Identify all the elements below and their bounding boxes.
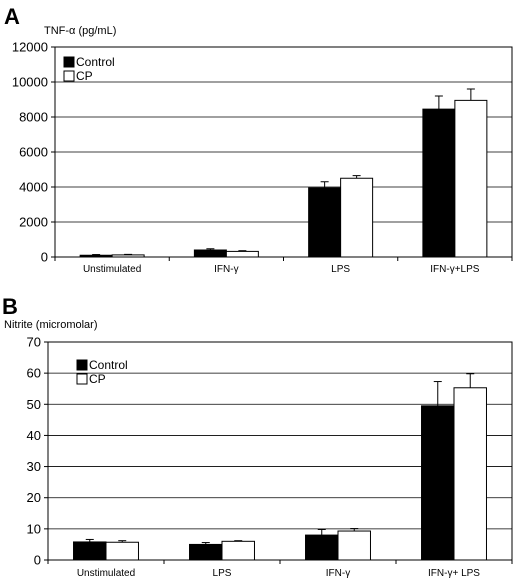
panel-a-chart: 0 2000 4000 6000 8000 10000 12000 Unstimulated I…: [12, 40, 513, 275]
panel-a-y-tick-label: 2000: [19, 215, 48, 230]
panel-a-legend-label: Control: [76, 55, 115, 69]
panel-b-y-tick-label: 10: [27, 521, 41, 536]
panel-b-bar-cp: [105, 541, 139, 561]
panel-a-y-tick-label: 12000: [12, 40, 48, 55]
panel-a-legend-label: CP: [76, 69, 93, 83]
panel-b-category-label: Unstimulated: [77, 568, 135, 579]
panel-b-y-tick-label: 0: [34, 553, 41, 568]
panel-a-y-tick-label: 4000: [19, 180, 48, 195]
panel-a-bar-control: [193, 249, 227, 258]
panel-b-bar-control: [421, 405, 455, 561]
panel-a-bar-control: [308, 187, 342, 258]
panel-b-chart: 0 10 20 30 40 50 60 70 Unstimulated LPS IFN-γ IFN-γ…: [27, 335, 513, 579]
panel-a-letter: A: [4, 4, 20, 29]
panel-b-y-tick-label: 40: [27, 428, 41, 443]
panel-b-bar-cp: [453, 387, 487, 561]
panel-b-y-tick-label: 30: [27, 459, 41, 474]
panel-a-legend-swatch-control: [63, 56, 75, 68]
panel-a-category-label: IFN-γ: [214, 264, 238, 275]
panel-b-bar-control: [305, 534, 339, 561]
panel-b-bar-control: [73, 541, 107, 561]
panel-a-legend-swatch-cp: [63, 70, 75, 82]
panel-b-y-tick-label: 20: [27, 490, 41, 505]
panel-a-y-tick-label: 10000: [12, 75, 48, 90]
panel-a-y-tick-label: 6000: [19, 145, 48, 160]
panel-a-bar-cp: [225, 250, 259, 258]
panel-b-legend-swatch-control: [76, 359, 88, 371]
panel-b-legend-label: CP: [89, 372, 106, 386]
panel-b-bar-cp: [221, 540, 255, 561]
panel-a-bar-cp: [111, 254, 145, 258]
panel-b-category-label: IFN-γ+ LPS: [428, 568, 480, 579]
panel-b-y-tick-label: 60: [27, 366, 41, 381]
panel-b-category-label: LPS: [213, 568, 232, 579]
panel-b-bar-control: [189, 543, 223, 561]
panel-a-bar-cp: [340, 177, 374, 258]
panel-b-category-label: IFN-γ: [326, 568, 350, 579]
panel-a-category-label: Unstimulated: [83, 264, 141, 275]
panel-b-bar-cp: [337, 530, 371, 561]
panel-b-y-axis-label: Nitrite (micromolar): [4, 319, 98, 331]
panel-b-y-tick-label: 50: [27, 397, 41, 412]
panel-b-letter: B: [2, 294, 18, 319]
panel-b-y-tick-label: 70: [27, 335, 41, 350]
panel-b-legend-label: Control: [89, 358, 128, 372]
panel-a-category-label: IFN-γ+LPS: [430, 264, 480, 275]
panel-a-bar-cp: [454, 99, 488, 258]
panel-a-y-tick-label: 8000: [19, 110, 48, 125]
panel-a-bar-control: [79, 254, 113, 258]
panel-a-bar-control: [422, 108, 456, 258]
panel-a-y-tick-label: 0: [41, 250, 48, 265]
panel-a-y-axis-label: TNF-α (pg/mL): [44, 25, 116, 37]
panel-a-category-label: LPS: [331, 264, 350, 275]
panel-b-legend-swatch-cp: [76, 373, 88, 385]
